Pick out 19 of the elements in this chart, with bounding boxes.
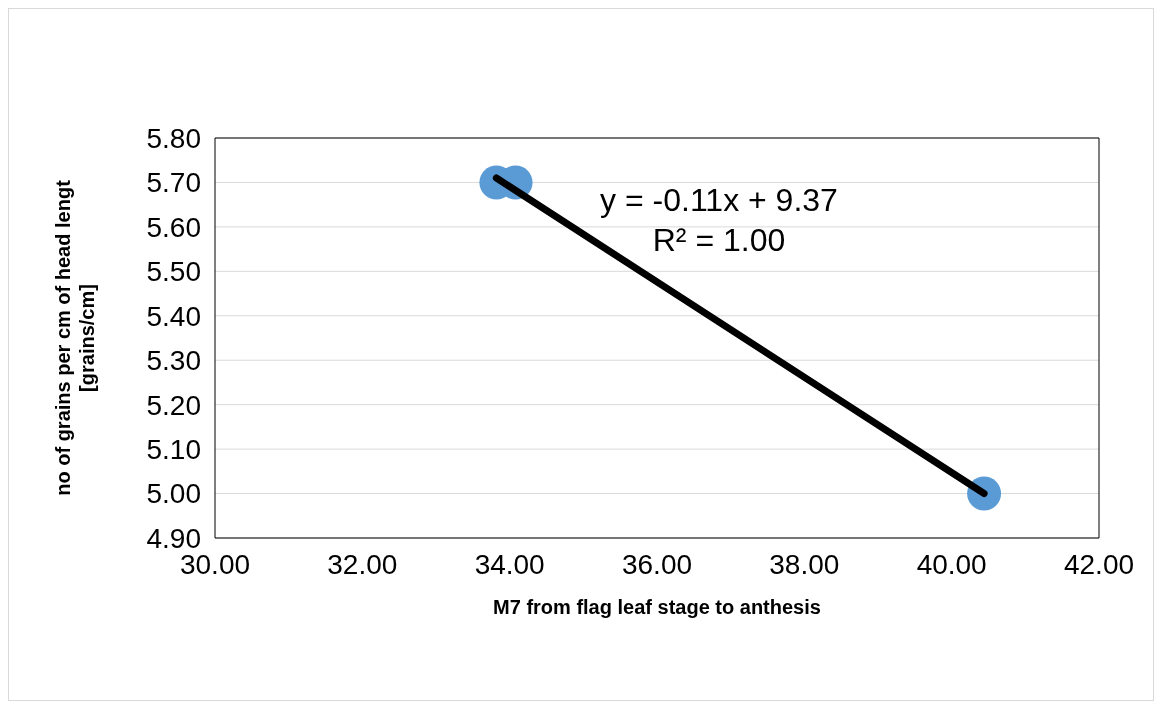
y-tick-label: 5.20 [146,389,201,421]
y-axis-title: no of grains per cm of head lengt [grains/cm] [52,179,99,496]
x-tick-label: 38.00 [769,548,840,580]
x-axis-title: M7 from flag leaf stage to anthesis [493,596,821,618]
y-tick-label: 5.60 [146,211,201,243]
y-tick-label: 5.00 [146,478,201,510]
y-tick-label: 5.70 [146,167,201,199]
x-tick-label: 32.00 [327,548,398,580]
annotation: R² = 1.00 [651,221,787,259]
y-tick-label: 5.10 [146,434,201,466]
y-tick-label: 5.40 [146,300,201,332]
y-tick-label: 5.80 [146,122,201,154]
annotation: y = -0.11x + 9.37 [599,181,839,219]
y-tick-label: 5.30 [146,345,201,377]
x-tick-label: 34.00 [474,548,545,580]
x-tick-label: 40.00 [916,548,987,580]
x-tick-label: 42.00 [1063,548,1135,580]
x-tick-label: 36.00 [621,548,693,580]
y-tick-label: 5.50 [146,256,201,288]
